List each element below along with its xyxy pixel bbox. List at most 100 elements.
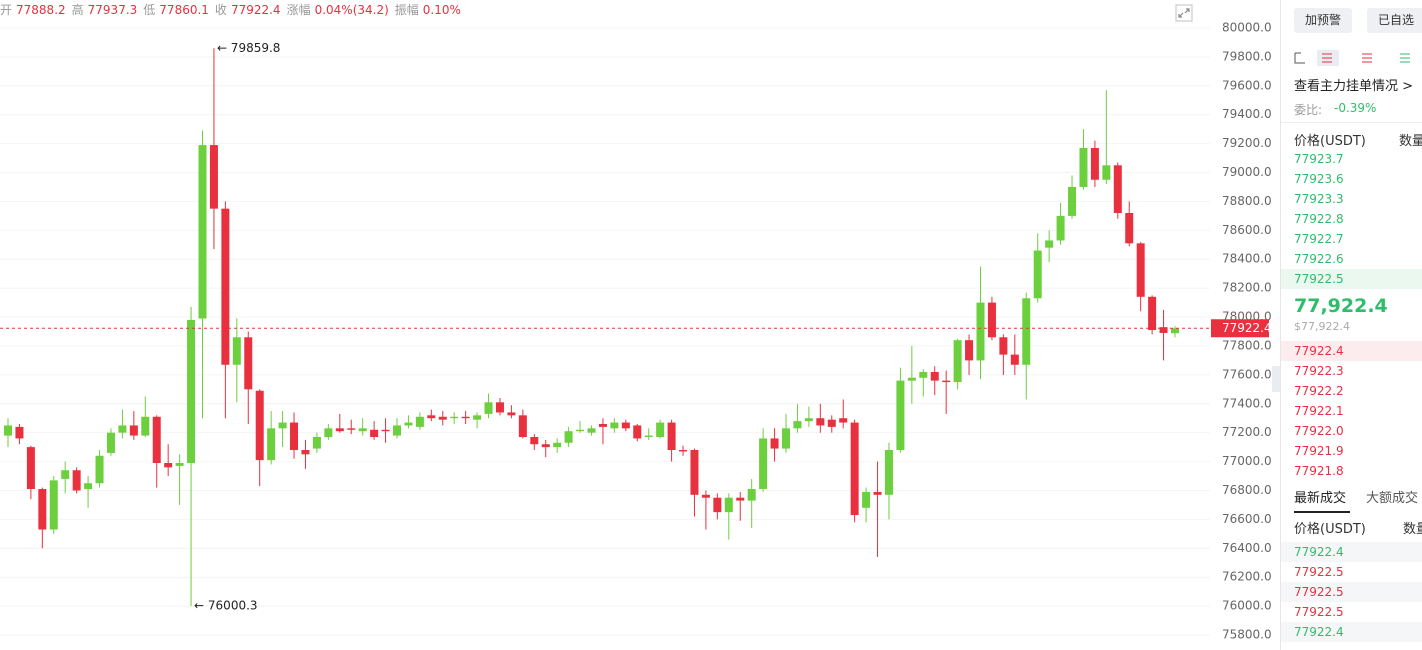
candle-body bbox=[393, 425, 401, 436]
bid-row: 77922.3 bbox=[1281, 361, 1422, 381]
expand-icon[interactable] bbox=[1175, 4, 1193, 22]
expand-icon-frame[interactable] bbox=[1175, 4, 1193, 22]
candle-body bbox=[850, 422, 859, 516]
low-annotation: ← 76000.3 bbox=[194, 599, 258, 613]
candle-body bbox=[576, 429, 585, 432]
y-tick-label: 77200.0 bbox=[1222, 425, 1272, 439]
candle-body bbox=[26, 447, 35, 490]
y-tick-label: 78200.0 bbox=[1222, 281, 1272, 295]
ask-row-price: 77922.6 bbox=[1294, 252, 1344, 266]
trade-row-price: 77922.5 bbox=[1294, 605, 1344, 619]
y-tick-label: 78600.0 bbox=[1222, 223, 1272, 237]
ohlc-label: 高 bbox=[72, 2, 84, 17]
candle-body bbox=[1022, 298, 1031, 365]
candle-body bbox=[244, 337, 253, 390]
ratio-value: -0.39% bbox=[1334, 101, 1377, 115]
candle-body bbox=[667, 422, 676, 451]
ohlc-value: 77888.2 bbox=[16, 3, 66, 17]
main-orders-link[interactable]: 查看主力挂单情况 > bbox=[1294, 79, 1414, 94]
candle-body bbox=[484, 402, 493, 414]
candle-body bbox=[942, 380, 951, 383]
candle-body bbox=[965, 340, 974, 361]
ask-row: 77923.7 bbox=[1281, 149, 1422, 169]
icon-depth[interactable] bbox=[1294, 52, 1305, 64]
candle-body bbox=[1102, 165, 1111, 180]
candle-body bbox=[1113, 165, 1122, 213]
bid-row-price: 77922.2 bbox=[1294, 384, 1344, 398]
last-price-tag bbox=[1211, 319, 1269, 338]
ask-row-price: 77922.8 bbox=[1294, 212, 1344, 226]
candle-body bbox=[438, 416, 447, 420]
icon-both[interactable] bbox=[1322, 53, 1332, 63]
favorite-button[interactable]: 已自选 bbox=[1367, 8, 1422, 33]
candle-body bbox=[175, 463, 184, 466]
candle-body bbox=[209, 145, 218, 209]
candle-body bbox=[95, 455, 104, 484]
candle-body bbox=[587, 428, 596, 433]
ask-row-price: 77922.7 bbox=[1294, 232, 1344, 246]
candle-body bbox=[1079, 147, 1088, 187]
candle-body bbox=[370, 429, 379, 438]
icon-bids[interactable] bbox=[1400, 53, 1410, 63]
y-tick-label: 79600.0 bbox=[1222, 78, 1272, 92]
side-panel: 加预警 已自选 查看主力挂单情况 > 委比: -0.39% 价格(USDT) 数… bbox=[1280, 0, 1422, 650]
candle-body bbox=[907, 377, 916, 381]
candle-body bbox=[106, 432, 115, 453]
candle-body bbox=[1010, 354, 1019, 365]
candle-body bbox=[953, 340, 962, 383]
candle-body bbox=[1033, 250, 1042, 299]
ohlc-value: 77922.4 bbox=[231, 3, 281, 17]
ask-row-price: 77923.3 bbox=[1294, 192, 1344, 206]
y-tick-label: 79200.0 bbox=[1222, 136, 1272, 150]
trade-row: 77922.5 bbox=[1281, 582, 1422, 602]
candle-body bbox=[255, 390, 264, 461]
last-price-usd: $77,922.4 bbox=[1294, 320, 1350, 333]
alert-button[interactable]: 加预警 bbox=[1294, 8, 1352, 33]
candle-body bbox=[427, 415, 436, 419]
candle-body bbox=[724, 497, 733, 513]
y-tick-label: 76200.0 bbox=[1222, 570, 1272, 584]
candle-body bbox=[1090, 147, 1099, 180]
bid-row: 77922.1 bbox=[1281, 401, 1422, 421]
candle-body bbox=[267, 428, 276, 461]
bid-row-price: 77921.8 bbox=[1294, 464, 1344, 478]
candle-body bbox=[164, 463, 173, 468]
candle-body bbox=[4, 425, 12, 436]
panel-toggle[interactable] bbox=[1272, 366, 1280, 392]
candle-body bbox=[187, 319, 196, 464]
bid-row-price: 77922.3 bbox=[1294, 364, 1344, 378]
candle-body bbox=[152, 416, 161, 464]
candle-body bbox=[701, 494, 710, 498]
y-tick-label: 79800.0 bbox=[1222, 49, 1272, 63]
candle-body bbox=[770, 438, 779, 449]
candle-body bbox=[415, 416, 424, 427]
candle-body bbox=[896, 380, 905, 451]
candle-body bbox=[987, 302, 996, 338]
candle-body bbox=[884, 450, 893, 495]
ohlc-value: 0.10% bbox=[423, 3, 461, 17]
candle-body bbox=[1171, 328, 1179, 334]
ask-row-price: 77923.7 bbox=[1294, 152, 1344, 166]
candle-body bbox=[679, 450, 688, 452]
tab-latest[interactable]: 最新成交 bbox=[1294, 491, 1347, 506]
candle-body bbox=[461, 416, 470, 419]
y-tick-label: 75800.0 bbox=[1222, 628, 1272, 642]
bid-row-price: 77921.9 bbox=[1294, 444, 1344, 458]
candle-body bbox=[358, 428, 367, 432]
candle-body bbox=[312, 437, 321, 449]
candle-body bbox=[1148, 296, 1157, 331]
candle-body bbox=[747, 489, 756, 501]
candle-body bbox=[713, 497, 722, 513]
high-annotation: ← 79859.8 bbox=[217, 41, 280, 55]
trade-qty-header: 数量 bbox=[1403, 522, 1422, 537]
candle-body bbox=[301, 450, 310, 455]
icon-asks[interactable] bbox=[1362, 53, 1372, 63]
candle-body bbox=[782, 428, 790, 449]
ask-row: 77922.7 bbox=[1281, 229, 1422, 249]
tab-large[interactable]: 大额成交 bbox=[1366, 491, 1419, 506]
expand-icon-arrows[interactable] bbox=[1178, 8, 1190, 18]
y-tick-label: 77000.0 bbox=[1222, 454, 1272, 468]
ask-row-price: 77923.6 bbox=[1294, 172, 1344, 186]
candle-body bbox=[1159, 327, 1168, 333]
